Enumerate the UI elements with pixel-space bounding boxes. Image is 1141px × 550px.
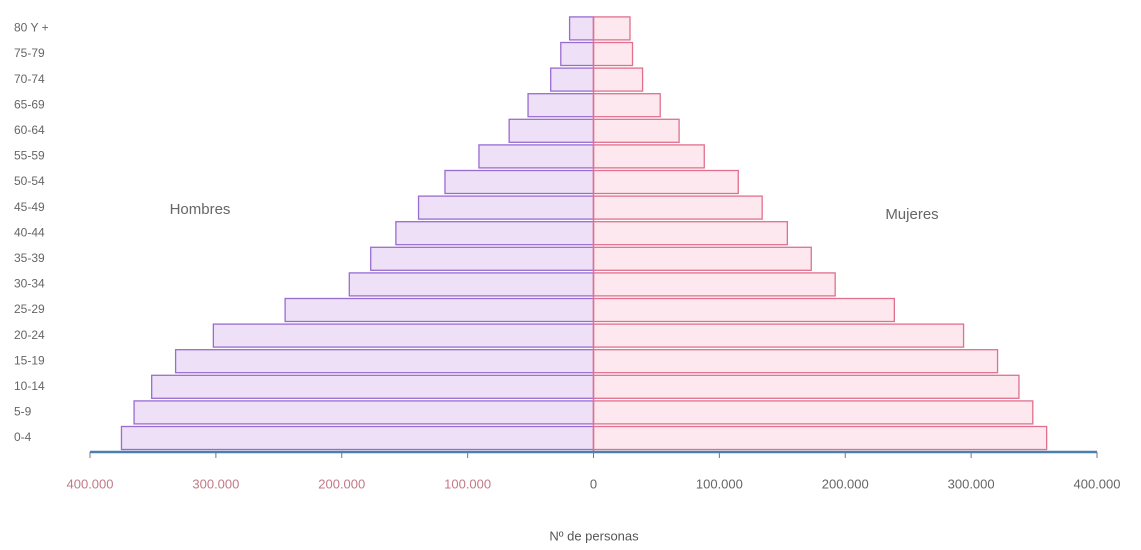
x-tick-label: 400.000: [67, 476, 114, 491]
bar: [592, 169, 739, 195]
y-tick-label: 65-69: [14, 97, 45, 111]
bar: [550, 67, 595, 92]
bar: [560, 41, 595, 67]
bar: [592, 297, 895, 323]
bar: [120, 425, 595, 451]
bar: [133, 400, 595, 425]
bar: [508, 118, 595, 143]
bar: [592, 16, 631, 41]
bar: [592, 221, 788, 246]
bar: [592, 374, 1020, 399]
x-tick-label: 200.000: [318, 476, 365, 491]
bar: [592, 93, 661, 118]
y-tick-label: 75-79: [14, 46, 45, 60]
bar: [348, 272, 595, 297]
x-tick-label: 0: [590, 476, 597, 491]
bar: [417, 195, 595, 220]
bar: [592, 400, 1034, 425]
y-tick-label: 45-49: [14, 200, 45, 214]
y-tick-label: 0-4: [14, 430, 32, 444]
series-label: Hombres: [170, 201, 231, 218]
x-tick-label: 300.000: [948, 476, 995, 491]
y-tick-label: 15-19: [14, 353, 45, 367]
bar: [174, 349, 595, 374]
y-tick-label: 30-34: [14, 277, 45, 291]
bar: [395, 221, 595, 246]
x-tick-label: 100.000: [696, 476, 743, 491]
bar: [592, 144, 705, 169]
bar: [212, 323, 595, 348]
y-tick-label: 5-9: [14, 405, 32, 419]
bar: [592, 41, 634, 67]
y-tick-label: 25-29: [14, 302, 45, 316]
bar: [592, 67, 644, 92]
bar: [592, 425, 1048, 451]
bar: [592, 323, 965, 348]
x-tick-label: 300.000: [192, 476, 239, 491]
bar: [527, 93, 595, 118]
bar: [592, 246, 812, 271]
x-axis-label: Nº de personas: [549, 528, 639, 543]
y-tick-label: 35-39: [14, 251, 45, 265]
bar: [592, 272, 836, 297]
bar: [284, 297, 595, 323]
y-tick-label: 70-74: [14, 72, 45, 86]
bar: [592, 349, 999, 374]
y-tick-label: 20-24: [14, 328, 45, 342]
y-tick-label: 10-14: [14, 379, 45, 393]
x-tick-label: 400.000: [1074, 476, 1121, 491]
y-tick-label: 40-44: [14, 225, 45, 239]
x-tick-label: 200.000: [822, 476, 869, 491]
y-tick-label: 55-59: [14, 149, 45, 163]
x-tick-label: 100.000: [444, 476, 491, 491]
bar: [568, 16, 595, 41]
y-tick-label: 50-54: [14, 174, 45, 188]
y-tick-label: 60-64: [14, 123, 45, 137]
y-tick-label: 80 Y +: [14, 21, 49, 35]
bar: [592, 195, 763, 220]
bar: [151, 374, 595, 399]
bar: [370, 246, 595, 271]
series-label: Mujeres: [885, 206, 938, 223]
bar: [444, 169, 595, 195]
bar: [592, 118, 680, 143]
bar: [478, 144, 595, 169]
